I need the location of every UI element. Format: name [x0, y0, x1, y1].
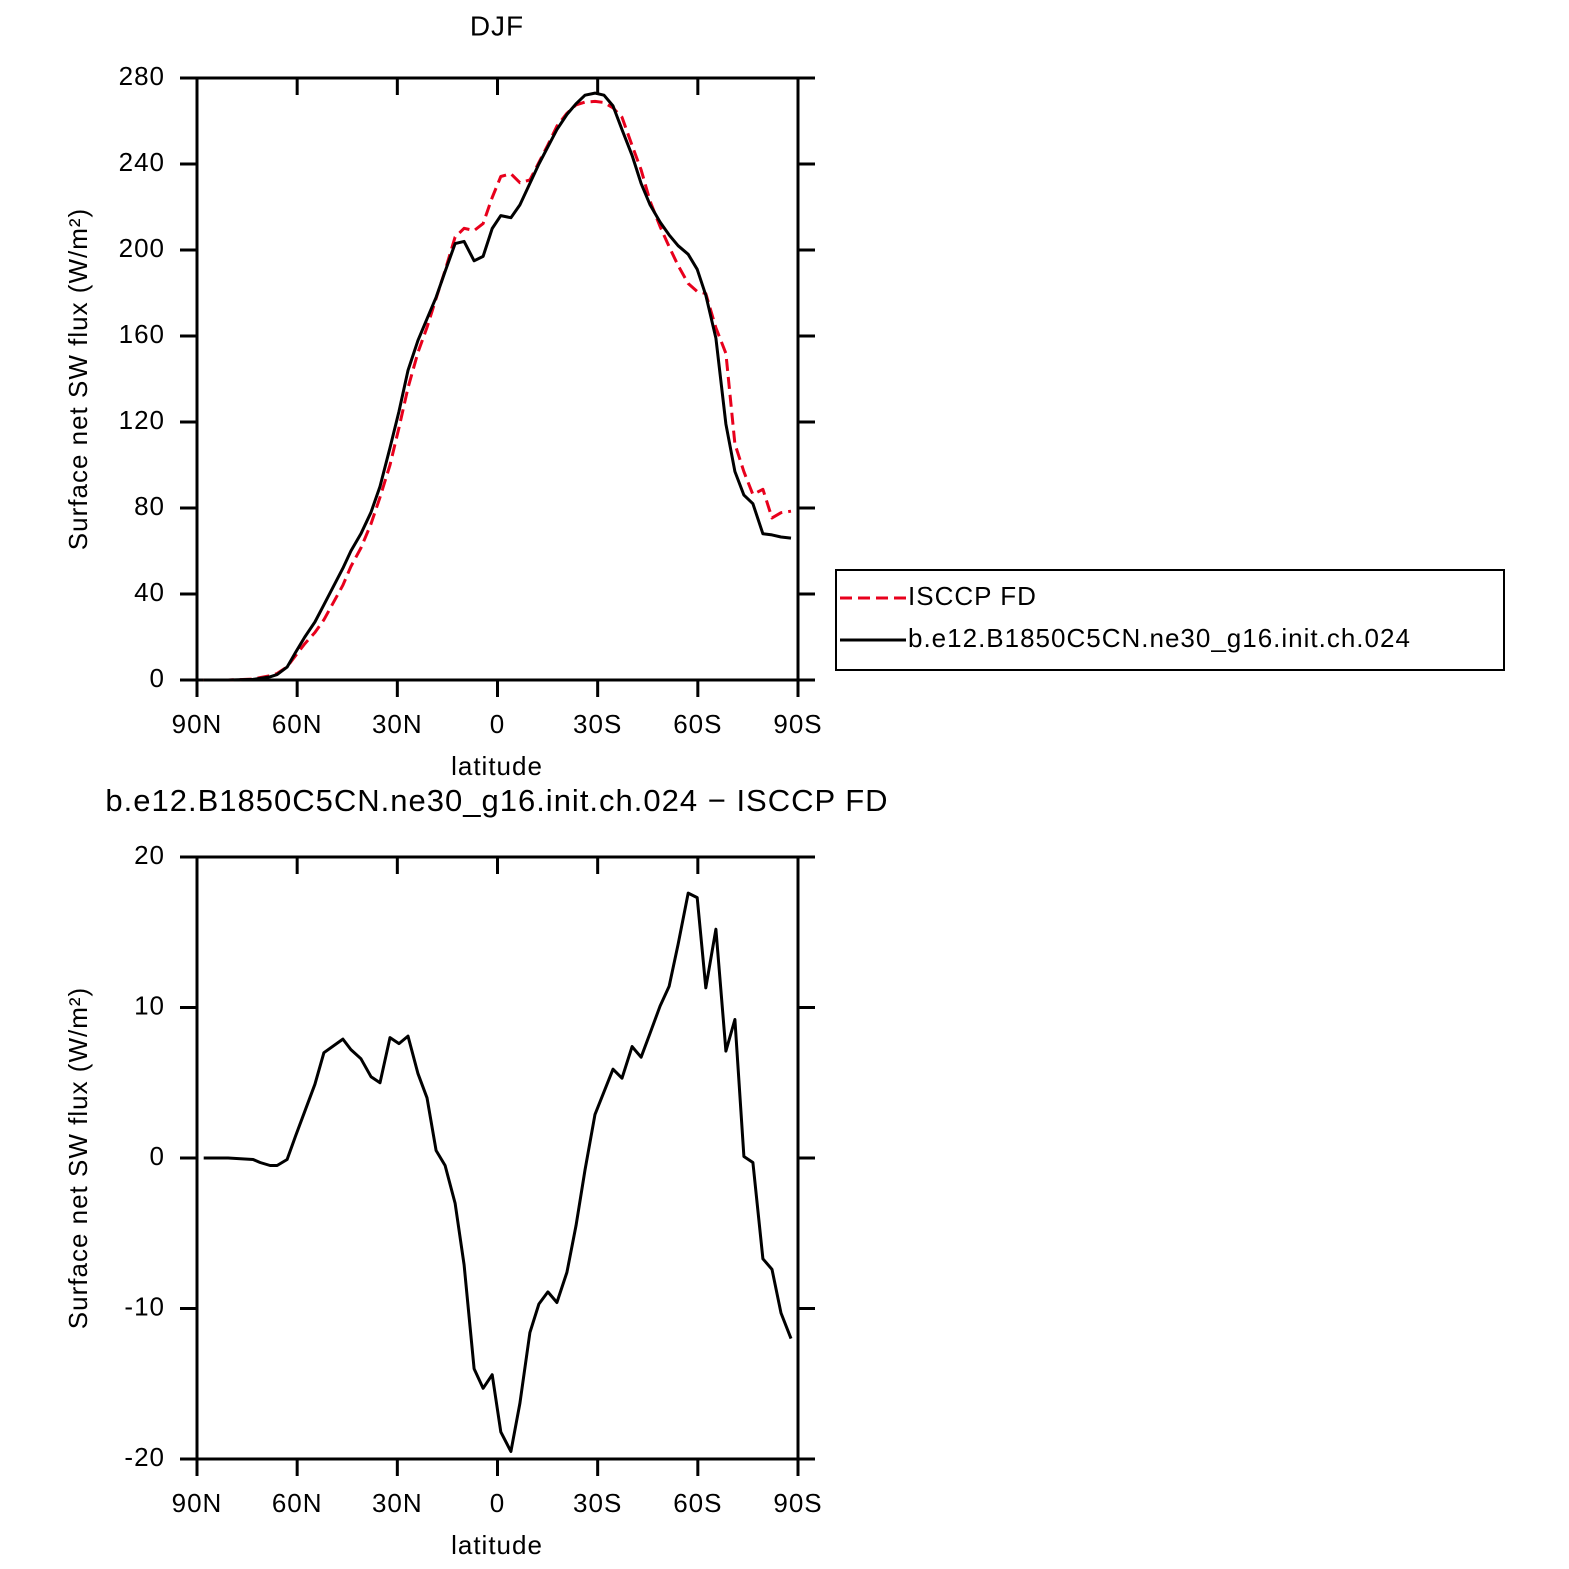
y-tick-label: -10	[124, 1291, 165, 1321]
x-tick-label: 90S	[773, 709, 822, 739]
y-tick-label: 80	[134, 491, 165, 521]
y-tick-label: -20	[124, 1442, 165, 1472]
x-tick-label: 90N	[172, 709, 223, 739]
y-tick-label: 200	[119, 233, 165, 263]
y-tick-label: 240	[119, 147, 165, 177]
x-tick-label: 90N	[172, 1488, 223, 1518]
x-tick-label: 30N	[372, 709, 423, 739]
legend-box	[835, 569, 1505, 671]
y-axis-label: Surface net SW flux (W/m²)	[63, 208, 93, 550]
x-tick-label: 30S	[573, 709, 622, 739]
y-tick-label: 10	[134, 990, 165, 1020]
y-tick-label: 20	[134, 840, 165, 870]
y-tick-label: 280	[119, 61, 165, 91]
y-tick-label: 120	[119, 405, 165, 435]
x-tick-label: 60S	[673, 1488, 722, 1518]
x-axis-label: latitude	[451, 1530, 543, 1560]
x-tick-label: 90S	[773, 1488, 822, 1518]
y-tick-label: 40	[134, 577, 165, 607]
x-tick-label: 60N	[272, 709, 323, 739]
data-line	[203, 91, 792, 682]
x-tick-label: 30N	[372, 1488, 423, 1518]
x-tick-label: 60S	[673, 709, 722, 739]
y-tick-label: 160	[119, 319, 165, 349]
plot-frame	[195, 76, 800, 682]
x-tick-label: 0	[490, 709, 505, 739]
chart-title: b.e12.B1850C5CN.ne30_g16.init.ch.024 − I…	[105, 783, 888, 818]
y-tick-label: 0	[150, 663, 165, 693]
x-tick-label: 30S	[573, 1488, 622, 1518]
chart-title: DJF	[470, 10, 524, 41]
legend-label: ISCCP FD	[908, 581, 1037, 611]
x-tick-label: 60N	[272, 1488, 323, 1518]
x-axis-label: latitude	[451, 751, 543, 781]
x-tick-label: 0	[490, 1488, 505, 1518]
data-line	[203, 99, 792, 682]
legend-label: b.e12.B1850C5CN.ne30_g16.init.ch.024	[908, 623, 1411, 653]
y-tick-label: 0	[150, 1141, 165, 1171]
y-axis-label: Surface net SW flux (W/m²)	[63, 987, 93, 1329]
data-line	[203, 891, 793, 1453]
